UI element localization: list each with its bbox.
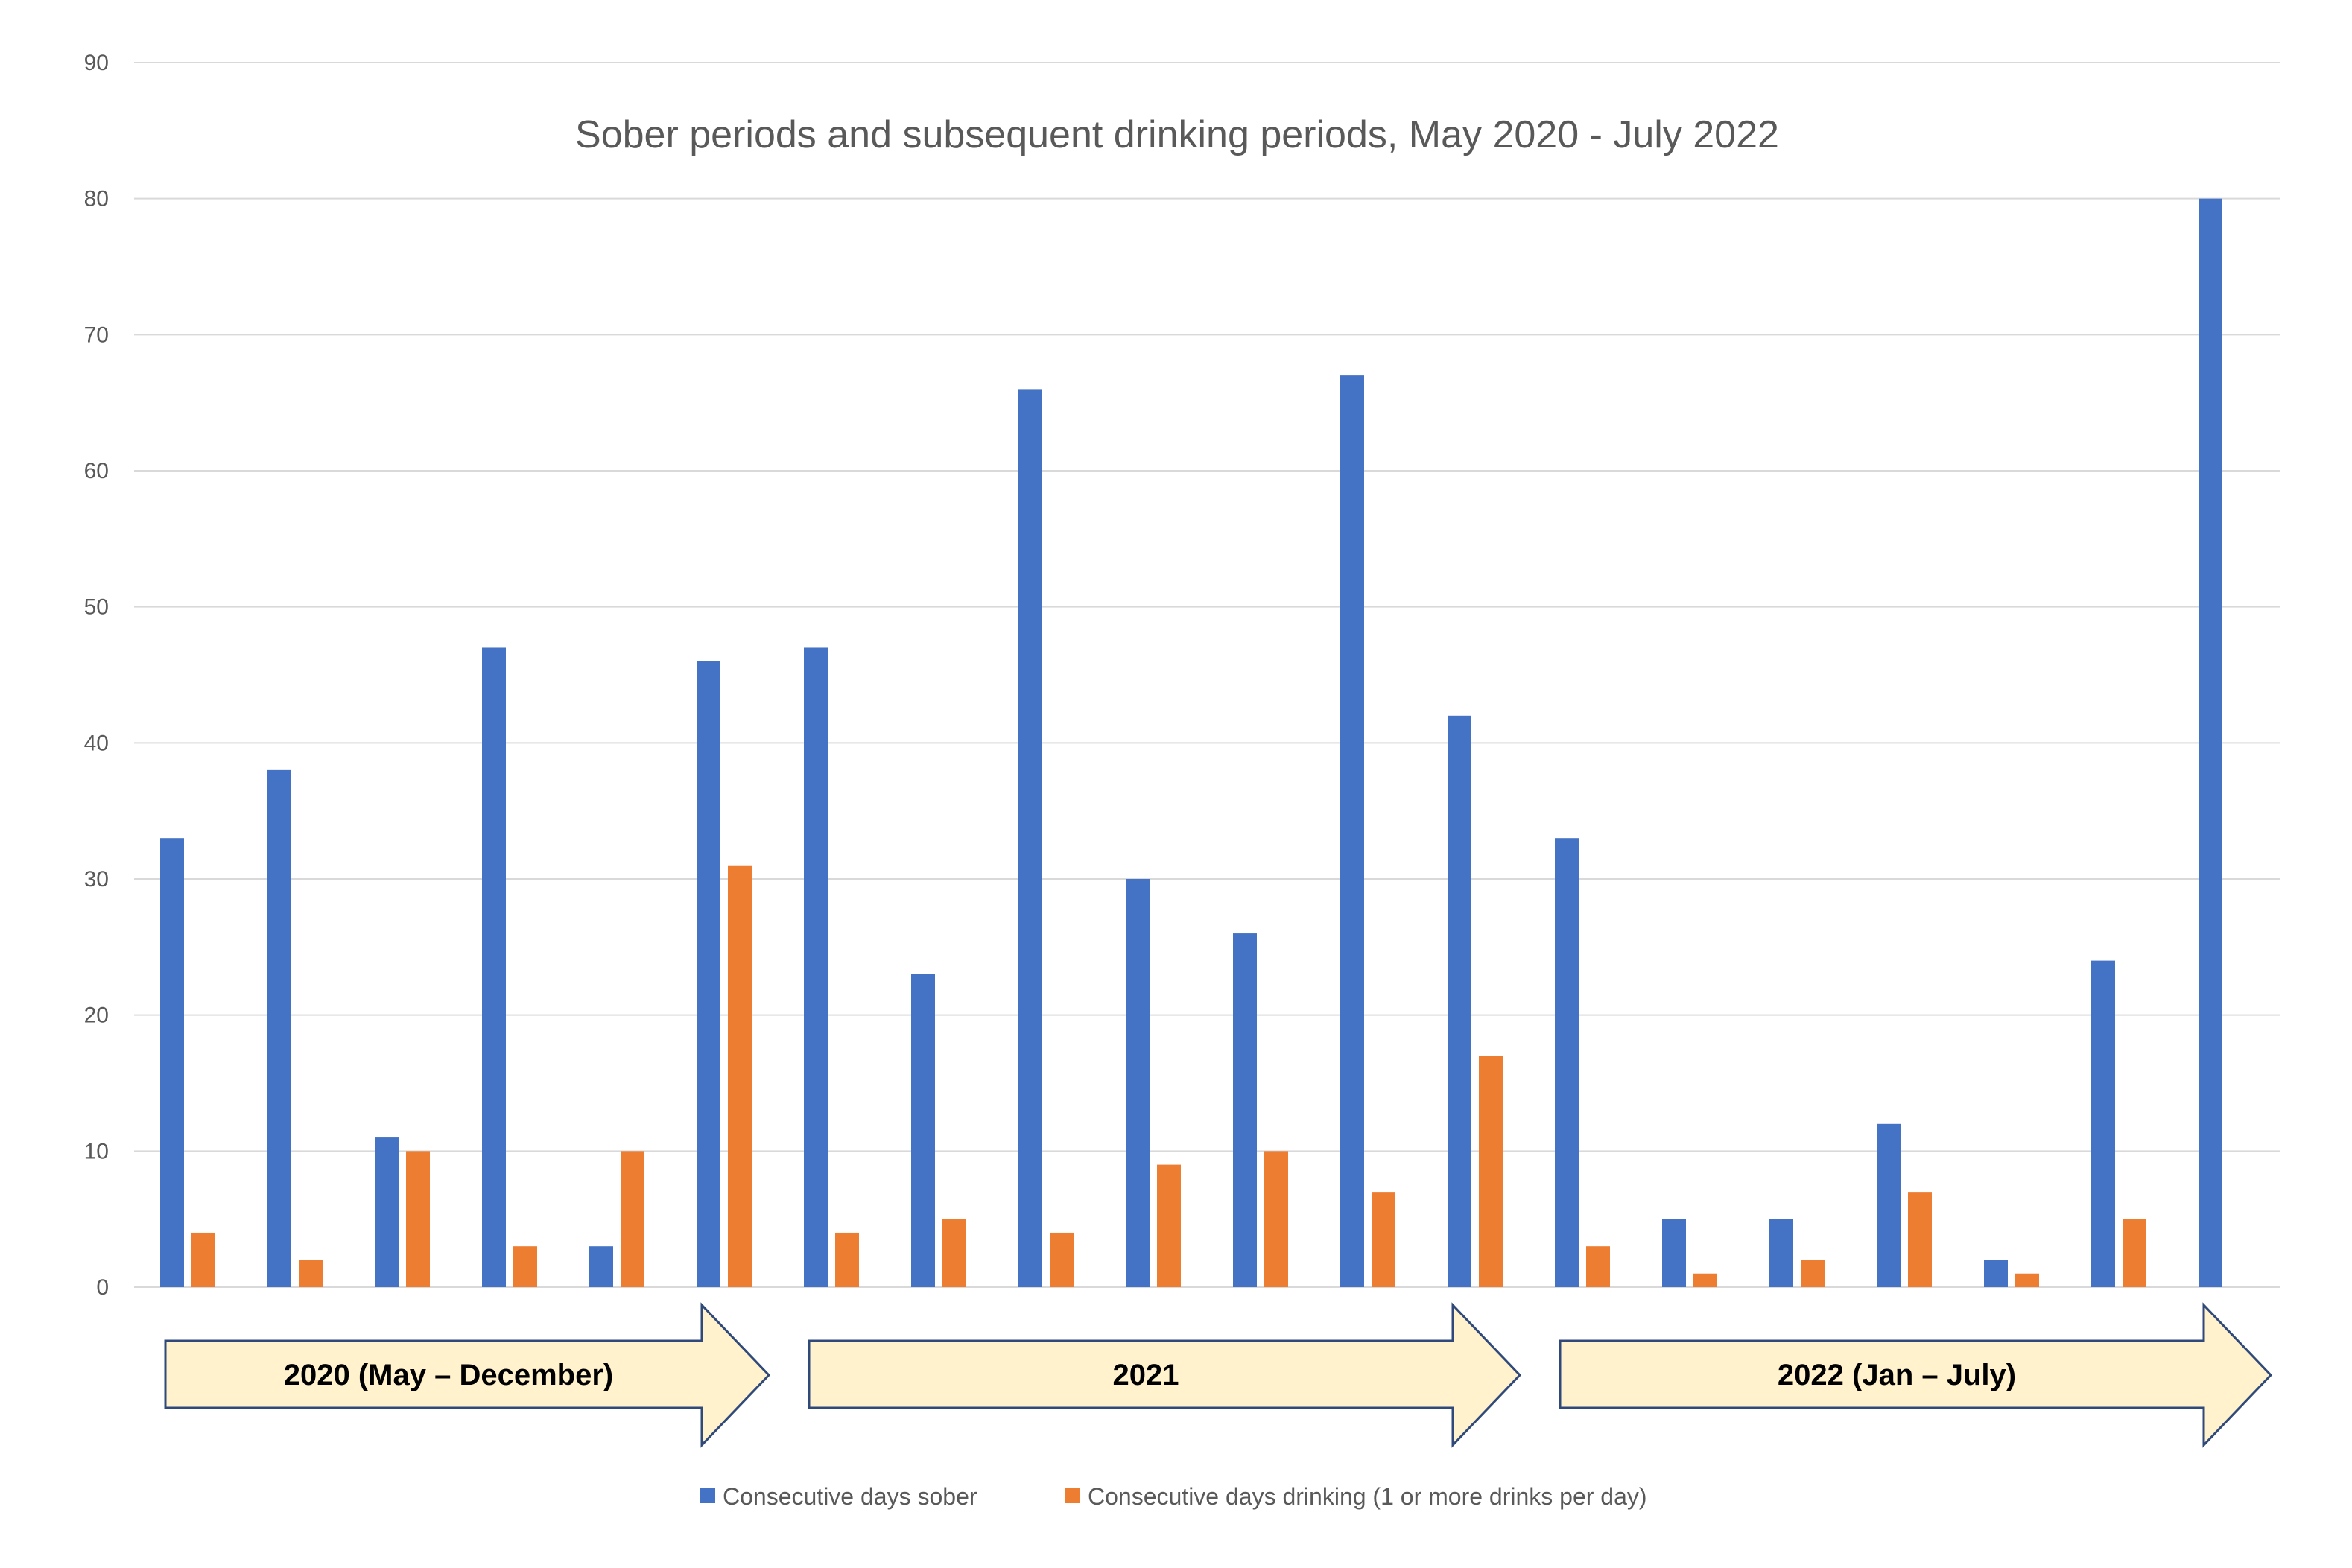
- bar-drinking-16: [1801, 1260, 1825, 1287]
- bar-sober-11: [1233, 933, 1257, 1287]
- bar-sober-6: [697, 661, 720, 1287]
- bar-sober-16: [1769, 1219, 1793, 1287]
- bar-drinking-7: [835, 1232, 859, 1287]
- bar-drinking-12: [1372, 1192, 1395, 1287]
- bar-sober-13: [1448, 715, 1471, 1287]
- bar-drinking-13: [1479, 1056, 1503, 1287]
- bars: [160, 198, 2222, 1288]
- period-arrow-label: 2020 (May – December): [284, 1359, 613, 1391]
- bar-sober-18: [1984, 1260, 2008, 1287]
- y-tick-label: 60: [84, 459, 109, 483]
- bar-sober-1: [160, 838, 184, 1287]
- bar-drinking-2: [299, 1260, 323, 1287]
- bar-drinking-18: [2015, 1273, 2039, 1287]
- bar-sober-3: [375, 1137, 399, 1287]
- chart-title: Sober periods and subsequent drinking pe…: [575, 113, 1779, 156]
- bar-drinking-4: [513, 1246, 537, 1287]
- bar-sober-5: [589, 1246, 613, 1287]
- bar-drinking-15: [1693, 1273, 1717, 1287]
- gridlines: [134, 62, 2280, 1288]
- bar-sober-2: [267, 769, 291, 1287]
- bar-drinking-5: [621, 1151, 644, 1287]
- bar-sober-7: [804, 647, 828, 1287]
- legend-label: Consecutive days sober: [723, 1483, 977, 1510]
- y-tick-label: 50: [84, 595, 109, 620]
- bar-sober-4: [482, 647, 506, 1287]
- period-arrows: 2020 (May – December) 2021 2022 (Jan – Jul…: [164, 1302, 2273, 1448]
- y-tick-label: 30: [84, 867, 109, 892]
- bar-drinking-3: [406, 1151, 430, 1287]
- bar-drinking-8: [942, 1219, 966, 1287]
- bar-sober-10: [1126, 879, 1150, 1287]
- bar-sober-12: [1340, 375, 1364, 1288]
- bar-drinking-1: [191, 1232, 215, 1287]
- bar-sober-9: [1018, 389, 1042, 1287]
- bar-drinking-9: [1050, 1232, 1074, 1287]
- bar-drinking-10: [1157, 1164, 1181, 1287]
- y-tick-label: 10: [84, 1139, 109, 1164]
- period-arrow-label: 2021: [1113, 1359, 1179, 1391]
- legend-swatch: [1065, 1488, 1080, 1503]
- y-tick-label: 0: [96, 1275, 109, 1300]
- bar-drinking-19: [2123, 1219, 2146, 1287]
- period-arrow-3: [1559, 1302, 2273, 1448]
- period-arrow-2: [808, 1302, 1522, 1448]
- legend-label: Consecutive days drinking (1 or more dri…: [1088, 1483, 1647, 1510]
- y-tick-label: 90: [84, 51, 109, 75]
- y-tick-label: 40: [84, 731, 109, 755]
- period-arrow-label: 2022 (Jan – July): [1778, 1359, 2016, 1391]
- bar-sober-15: [1662, 1219, 1686, 1287]
- bar-drinking-11: [1264, 1151, 1288, 1287]
- bar-drinking-17: [1908, 1192, 1932, 1287]
- bar-sober-20: [2199, 198, 2222, 1288]
- y-axis-tick-labels: 0 10 20 30 40 50 60 70 80 90: [84, 51, 109, 1300]
- legend: Consecutive days sober Consecutive days d…: [700, 1483, 1647, 1510]
- bar-drinking-14: [1586, 1246, 1610, 1287]
- bar-sober-14: [1555, 838, 1579, 1287]
- y-tick-label: 70: [84, 323, 109, 347]
- bar-sober-19: [2091, 960, 2115, 1287]
- bar-drinking-6: [728, 865, 752, 1287]
- bar-sober-8: [911, 974, 935, 1287]
- y-tick-label: 20: [84, 1003, 109, 1028]
- y-tick-label: 80: [84, 187, 109, 212]
- period-arrow-1: [164, 1302, 771, 1448]
- legend-swatch: [700, 1488, 715, 1503]
- bar-sober-17: [1877, 1123, 1901, 1287]
